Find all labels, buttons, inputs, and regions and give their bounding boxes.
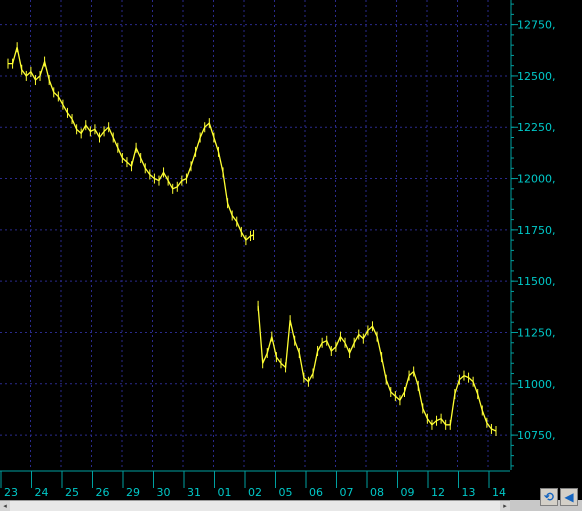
price-tick-label: 12250,: [517, 121, 556, 134]
date-tick-label: 25: [65, 486, 79, 499]
date-tick-label: 07: [340, 486, 354, 499]
scroll-right-icon[interactable]: ▸: [500, 501, 510, 511]
price-tick-label: 12000,: [517, 173, 556, 186]
date-tick-label: 06: [309, 486, 323, 499]
price-tick-label: 12500,: [517, 70, 556, 83]
price-chart: 12750, 12500, 12250, 12000, 11750, 11500, 1125…: [0, 0, 582, 500]
date-tick-label: 08: [370, 486, 384, 499]
plot-background: [0, 0, 510, 470]
nav-left-icon[interactable]: ◀: [560, 488, 578, 506]
refresh-icon[interactable]: ⟲: [540, 488, 558, 506]
date-tick-label: 24: [35, 486, 49, 499]
date-tick-label: 09: [401, 486, 415, 499]
date-axis: 23 24 25 26 29 30 31 01 02 05 06 07 08 09 12 13 14: [0, 470, 510, 499]
scroll-left-icon[interactable]: ◂: [0, 501, 10, 511]
date-tick-label: 01: [218, 486, 232, 499]
date-axis-background: [0, 470, 582, 500]
date-tick-label: 30: [157, 486, 171, 499]
date-tick-label: 23: [4, 486, 18, 499]
date-tick-label: 29: [126, 486, 140, 499]
date-tick-label: 05: [279, 486, 293, 499]
price-tick-label: 11250,: [517, 326, 556, 339]
price-tick-label: 12750,: [517, 19, 556, 32]
date-tick-label: 14: [492, 486, 506, 499]
price-series: [7, 42, 497, 437]
axis-background: [510, 0, 582, 470]
price-axis: 12750, 12500, 12250, 12000, 11750, 11500, 1125…: [510, 0, 556, 470]
grid-lines: [0, 0, 510, 470]
date-tick-label: 13: [462, 486, 476, 499]
date-tick-label: 12: [431, 486, 445, 499]
date-tick-label: 26: [96, 486, 110, 499]
price-tick-label: 11000,: [517, 378, 556, 391]
price-tick-label: 10750,: [517, 429, 556, 442]
chart-nav-buttons: ⟲ ◀: [540, 488, 578, 508]
price-tick-label: 11500,: [517, 275, 556, 288]
price-tick-label: 11750,: [517, 224, 556, 237]
date-tick-label: 02: [248, 486, 262, 499]
date-tick-label: 31: [187, 486, 201, 499]
horizontal-scrollbar[interactable]: ◂ ▸: [0, 500, 510, 511]
